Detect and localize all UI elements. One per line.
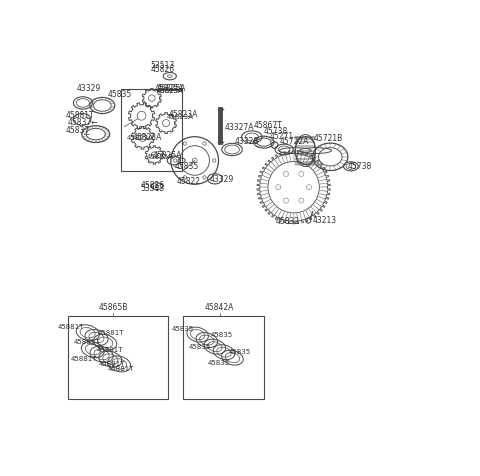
Text: 45823A: 45823A: [167, 114, 193, 119]
Text: 45837: 45837: [66, 126, 90, 135]
Text: 45837←: 45837←: [68, 119, 99, 128]
Text: 45825A: 45825A: [156, 84, 186, 93]
Text: 53513: 53513: [150, 61, 175, 70]
Text: 45835: 45835: [228, 349, 251, 355]
Text: 45823A: 45823A: [169, 109, 198, 119]
Text: 45832: 45832: [276, 218, 300, 227]
Text: 45865B: 45865B: [98, 303, 128, 312]
Text: 53513: 53513: [141, 185, 165, 193]
Text: 45738: 45738: [264, 127, 288, 136]
Text: 45842A: 45842A: [205, 303, 234, 312]
Text: 45722A: 45722A: [280, 137, 310, 146]
Text: 45835: 45835: [175, 162, 199, 171]
Text: 45825A: 45825A: [155, 84, 184, 93]
Text: 43329: 43329: [210, 175, 234, 184]
Text: 45835: 45835: [211, 332, 233, 338]
Text: 45825A: 45825A: [156, 88, 183, 94]
Text: 45881T: 45881T: [71, 356, 97, 362]
Text: 45881T: 45881T: [99, 361, 125, 367]
Text: 43213: 43213: [312, 216, 337, 225]
Text: 45881T: 45881T: [58, 324, 84, 330]
Bar: [120, 89, 182, 171]
Text: 43329: 43329: [77, 84, 101, 93]
Text: 45826: 45826: [141, 181, 165, 190]
Text: 45721B: 45721B: [313, 134, 343, 143]
Text: 45881T: 45881T: [97, 347, 124, 353]
Text: 45738: 45738: [348, 162, 372, 171]
Text: 43328: 43328: [235, 137, 259, 146]
Bar: [68, 316, 168, 399]
Text: 45835: 45835: [188, 344, 211, 350]
Text: 45825A: 45825A: [156, 88, 183, 94]
Text: 45271: 45271: [270, 132, 294, 141]
Text: 45823A: 45823A: [127, 135, 154, 140]
Text: 45881T: 45881T: [74, 339, 100, 345]
Text: 45881T: 45881T: [66, 111, 94, 120]
Text: 45825A: 45825A: [147, 154, 174, 160]
Text: 45826: 45826: [150, 65, 175, 74]
Text: 45881T: 45881T: [98, 330, 124, 336]
Text: 45867T: 45867T: [253, 121, 282, 130]
Text: 45823A: 45823A: [133, 133, 163, 142]
Text: 45835: 45835: [108, 89, 132, 99]
Text: 45825A: 45825A: [153, 151, 182, 160]
Text: 45835: 45835: [207, 360, 229, 366]
Text: 45881T: 45881T: [108, 366, 134, 372]
Text: 45835: 45835: [172, 326, 194, 332]
Text: 43327A: 43327A: [225, 123, 254, 132]
Bar: [183, 316, 264, 399]
Text: 45822: 45822: [176, 177, 200, 186]
